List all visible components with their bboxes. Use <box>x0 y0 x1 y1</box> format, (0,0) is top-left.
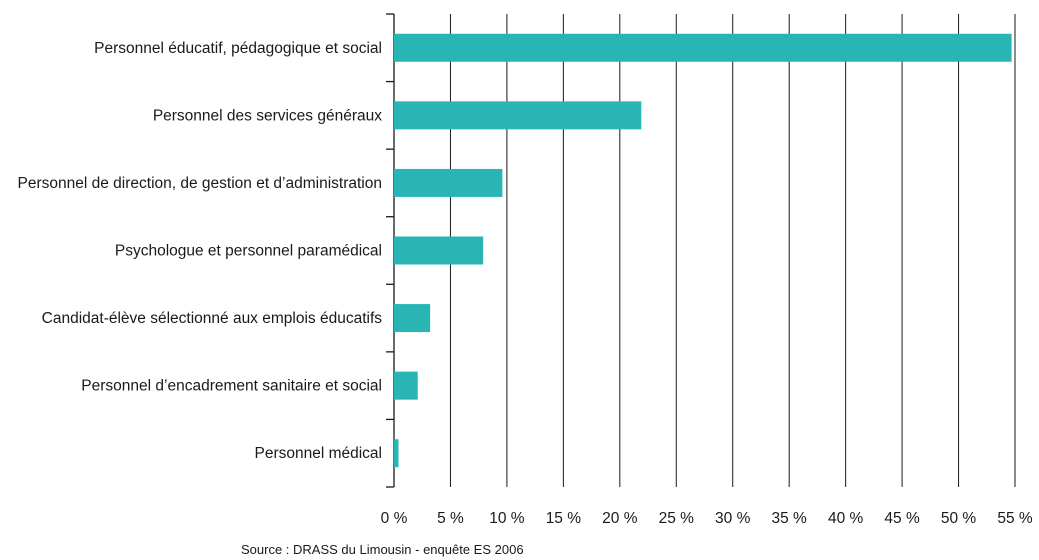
x-tick-labels: 0 % 5 % 10 % 15 % 20 % 25 % 30 % 35 % 40 % 45 % 50… <box>381 510 1033 527</box>
x-tick-label: 10 % <box>489 510 525 527</box>
bars <box>394 33 1012 468</box>
x-tick-label: 20 % <box>602 510 638 527</box>
bar <box>394 439 399 468</box>
x-tick-label: 30 % <box>715 510 751 527</box>
bar <box>394 304 431 333</box>
category-label: Psychologue et personnel paramédical <box>115 243 382 260</box>
bar <box>394 168 503 197</box>
source-note: Source : DRASS du Limousin - enquête ES … <box>241 542 524 557</box>
bar <box>394 236 484 265</box>
x-tick-label: 35 % <box>772 510 808 527</box>
bar <box>394 101 642 130</box>
x-tick-label: 0 % <box>381 510 408 527</box>
bar <box>394 371 418 400</box>
x-tick-label: 40 % <box>828 510 864 527</box>
category-label: Candidat-élève sélectionné aux emplois é… <box>42 310 383 327</box>
x-tick-label: 45 % <box>884 510 920 527</box>
category-labels: Personnel éducatif, pédagogique et socia… <box>18 40 383 462</box>
category-label: Personnel d’encadrement sanitaire et soc… <box>81 378 382 395</box>
x-tick-label: 50 % <box>941 510 977 527</box>
x-tick-label: 5 % <box>437 510 464 527</box>
x-tick-label: 15 % <box>546 510 582 527</box>
category-label: Personnel médical <box>254 445 382 462</box>
category-label: Personnel des services généraux <box>153 107 382 124</box>
category-label: Personnel de direction, de gestion et d’… <box>18 175 382 192</box>
y-axis-ticks <box>386 13 394 488</box>
x-tick-label: 25 % <box>659 510 695 527</box>
gridlines <box>449 14 1016 487</box>
category-label: Personnel éducatif, pédagogique et socia… <box>94 40 382 57</box>
bar <box>394 33 1012 62</box>
x-tick-label: 55 % <box>997 510 1033 527</box>
